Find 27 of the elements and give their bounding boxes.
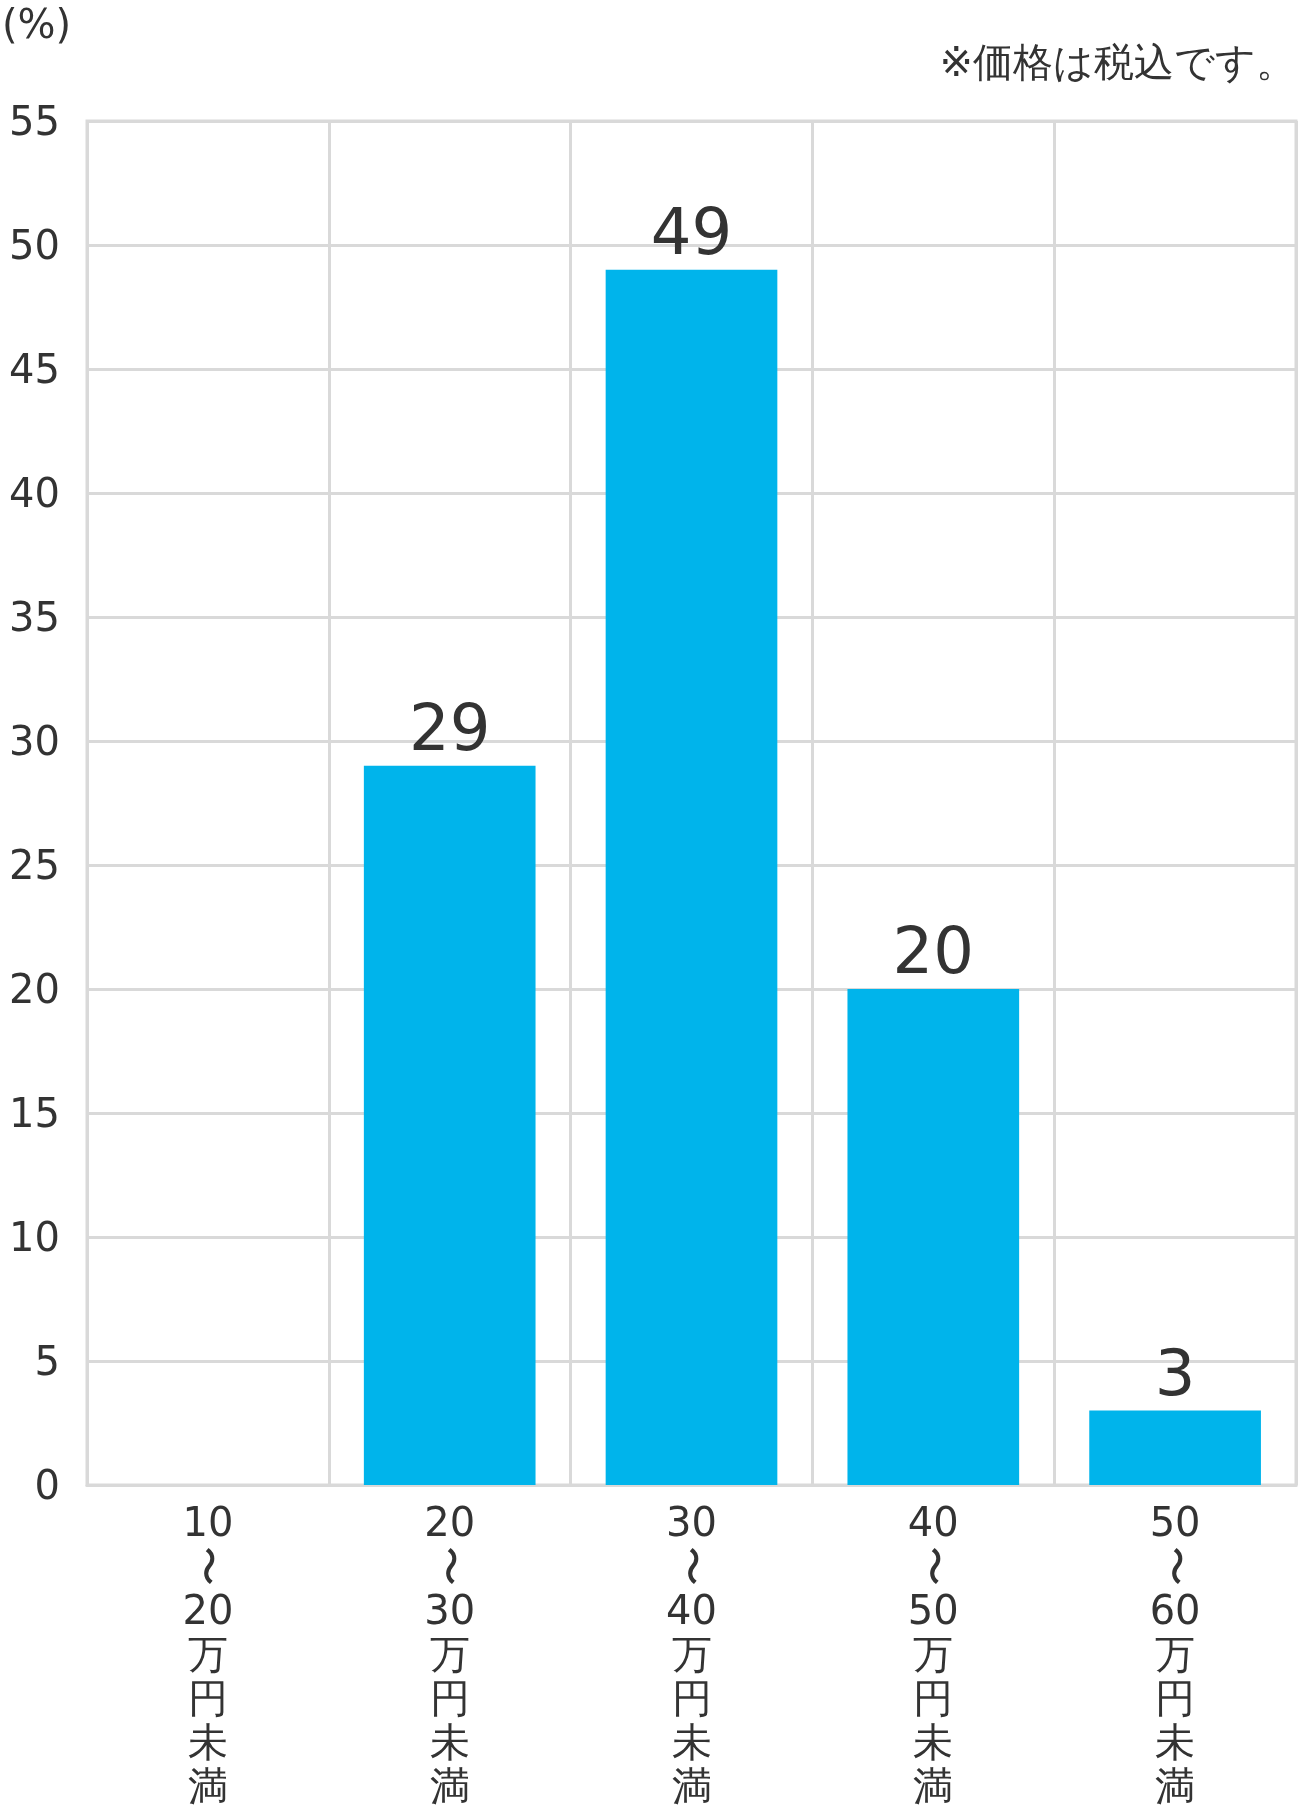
bar [605, 269, 778, 1485]
data-label: 29 [408, 690, 491, 765]
bar [847, 989, 1020, 1485]
y-tick-label: 10 [9, 1214, 60, 1260]
data-label: 20 [892, 914, 975, 988]
y-tick-label: 30 [9, 718, 60, 764]
y-tick-label: 5 [34, 1338, 60, 1384]
text: ※価格は税込です。 [939, 39, 1296, 85]
bar [363, 765, 536, 1485]
y-tick-label: 45 [9, 346, 60, 392]
y-tick-label: 55 [9, 98, 60, 144]
y-tick-label: 25 [9, 842, 60, 888]
y-tick-label: 20 [9, 966, 60, 1012]
y-tick-label: 15 [9, 1090, 60, 1136]
y-tick-label: 50 [9, 222, 60, 268]
bar [1089, 1410, 1261, 1485]
y-tick-label: 0 [34, 1462, 60, 1508]
x-tick-label: 50〜60万円未満 [1149, 1499, 1201, 1809]
data-label: 49 [650, 194, 733, 269]
x-tick-label: 40〜50万円未満 [907, 1499, 959, 1809]
y-tick-label: 35 [9, 594, 60, 640]
x-tick-label: 30〜40万円未満 [666, 1499, 717, 1809]
x-tick-label: 20〜30万円未満 [424, 1499, 476, 1809]
data-label: 3 [1154, 1335, 1196, 1410]
y-tick-label: 40 [9, 470, 60, 516]
x-tick-label: 10〜20万円未満 [182, 1499, 234, 1809]
y-axis-title: (%) [2, 1, 72, 47]
